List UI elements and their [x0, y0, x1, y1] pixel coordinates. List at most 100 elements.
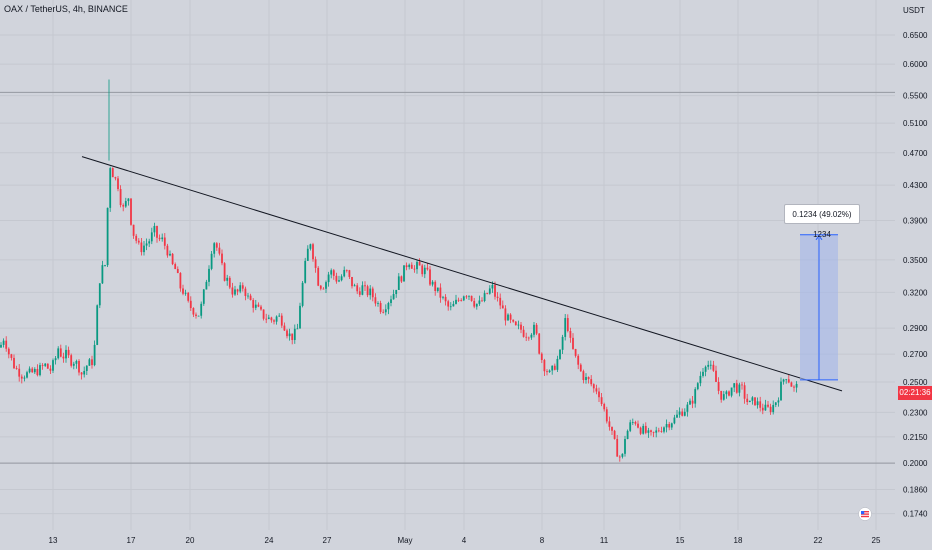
candle: [23, 375, 26, 382]
candle: [475, 303, 478, 310]
candle-body: [319, 285, 322, 289]
candle-body: [434, 281, 437, 291]
candle-body: [494, 284, 496, 297]
candle-body: [408, 264, 411, 268]
candle-body: [686, 404, 689, 412]
candle-body: [0, 344, 2, 348]
candle-body: [109, 168, 112, 208]
candle: [314, 256, 317, 273]
candle: [153, 222, 156, 237]
candle: [166, 243, 169, 258]
candle-body: [28, 368, 31, 373]
candle-body: [278, 315, 281, 317]
candle: [767, 400, 769, 408]
candle-body: [283, 325, 286, 331]
candle: [769, 403, 772, 415]
candle-body: [234, 289, 236, 295]
candle-body: [418, 261, 421, 266]
candle: [189, 296, 192, 311]
candle: [501, 300, 504, 309]
candle-body: [153, 225, 156, 233]
candle-body: [790, 382, 793, 387]
candle-body: [54, 358, 57, 361]
candle-body: [702, 371, 704, 376]
candle: [374, 293, 377, 307]
candle: [273, 319, 275, 325]
candle-body: [699, 375, 702, 384]
candle: [291, 333, 294, 345]
candle-body: [20, 376, 23, 379]
candle-body: [10, 354, 13, 358]
candle-body: [759, 401, 762, 408]
candle-body: [145, 243, 148, 246]
candle-body: [577, 355, 580, 365]
candle-body: [62, 356, 65, 359]
candle: [247, 292, 249, 299]
candle-body: [603, 403, 606, 410]
candle: [728, 390, 730, 397]
candle-body: [527, 337, 530, 339]
candle: [481, 297, 483, 302]
candle-body: [293, 328, 296, 341]
candle: [449, 302, 452, 311]
candle-body: [520, 324, 522, 330]
candle-body: [158, 237, 161, 240]
y-tick-label: 0.2700: [903, 350, 928, 359]
candle: [590, 375, 593, 387]
candle: [213, 242, 216, 258]
candle: [681, 408, 684, 417]
y-tick-label: 0.1860: [903, 485, 928, 494]
horizontal-gridlines: [0, 34, 895, 515]
candle: [418, 258, 421, 266]
candle-body: [226, 277, 229, 281]
candle: [598, 387, 600, 402]
candle-body: [33, 368, 36, 373]
candle: [587, 376, 590, 384]
candle-body: [215, 243, 218, 248]
candle-body: [171, 253, 174, 265]
candle-body: [91, 359, 93, 366]
candle: [652, 431, 655, 438]
candle-body: [561, 336, 564, 350]
candle-body: [442, 296, 444, 298]
candle-body: [192, 308, 195, 315]
candle: [478, 295, 481, 306]
candle: [88, 358, 91, 366]
candle-body: [655, 430, 658, 433]
candle: [124, 197, 127, 208]
candle-body: [530, 334, 533, 338]
candle: [265, 313, 268, 324]
candle: [423, 264, 426, 279]
candle: [10, 353, 13, 361]
candle-body: [491, 284, 494, 289]
candle-body: [65, 349, 67, 359]
candle-body: [387, 302, 390, 310]
candle: [442, 295, 444, 300]
candle: [553, 363, 556, 371]
candle-body: [673, 417, 676, 424]
y-tick-label: 0.4300: [903, 181, 928, 190]
x-tick-label: May: [397, 536, 412, 545]
candle: [351, 276, 353, 289]
candle: [787, 374, 790, 384]
candle: [18, 364, 21, 382]
candle: [70, 353, 73, 368]
candle-body: [715, 370, 717, 382]
candle: [782, 378, 785, 385]
candle-body: [738, 384, 741, 393]
candle-body: [390, 299, 392, 303]
candle: [317, 266, 320, 287]
candle: [145, 238, 148, 251]
candle-body: [395, 289, 398, 295]
candle-body: [374, 297, 377, 304]
candle-body: [538, 333, 541, 354]
candle: [777, 397, 780, 407]
candle: [507, 313, 509, 321]
candle-body: [239, 285, 242, 292]
candle: [756, 397, 759, 409]
flag-icon[interactable]: [858, 507, 872, 521]
candle: [72, 361, 75, 370]
candle-body: [582, 371, 585, 381]
